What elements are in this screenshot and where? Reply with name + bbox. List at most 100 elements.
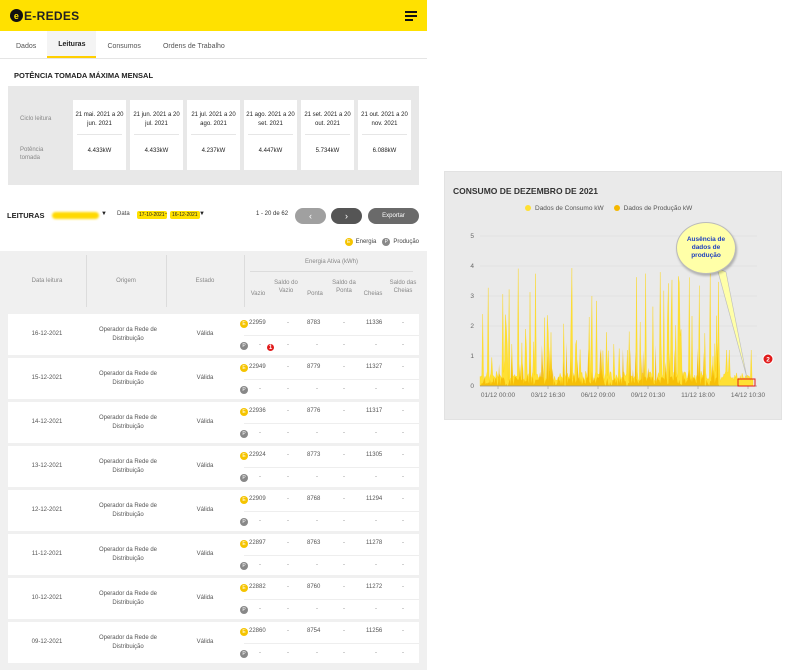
production-value: - (375, 562, 377, 568)
production-value: - (402, 518, 404, 524)
production-value: - (343, 386, 345, 392)
reading-saldo-cheias: - (402, 584, 404, 590)
production-value: - (343, 518, 345, 524)
tab-bar: Dados Leituras Consumos Ordens de Trabal… (0, 31, 427, 59)
reading-saldo-ponta: - (343, 628, 345, 634)
production-value: - (402, 430, 404, 436)
production-value: - (375, 430, 377, 436)
reading-saldo-ponta: - (343, 408, 345, 414)
y-tick-label: 3 (470, 293, 474, 300)
reading-saldo-vazio: - (287, 408, 289, 414)
app-window: e E-REDES Dados Leituras Consumos Ordens… (0, 0, 427, 670)
cycle-power: 5.734kW (315, 148, 340, 154)
export-button[interactable]: Exportar (368, 208, 419, 224)
reading-saldo-cheias: - (402, 496, 404, 502)
logo-icon: e (10, 9, 23, 22)
col-vazio: Vazio (250, 291, 266, 297)
reading-ponta: 8763 (307, 540, 321, 546)
legend-production: Produção (393, 239, 419, 245)
chart-title: CONSUMO DE DEZEMBRO DE 2021 (453, 186, 598, 196)
tab-consumos[interactable]: Consumos (107, 43, 141, 50)
production-value: - (343, 650, 345, 656)
readings-table: Data leitura Origem Estado Energia Ativa… (0, 251, 427, 670)
production-value: - (259, 562, 261, 568)
readings-legend: E Energia P Produção (344, 238, 419, 246)
production-value: - (259, 386, 261, 392)
production-icon: P (240, 430, 248, 438)
readings-toolbar: LEITURAS ▼ Data 17-10-2021 - 16-12-2021 … (0, 206, 427, 226)
cycle-power: 4.237kW (201, 148, 226, 154)
reading-state: Válida (196, 595, 214, 601)
production-icon: P (240, 342, 248, 350)
table-row: 13-12-2021 Operador da Rede de Distribuiç… (8, 446, 419, 487)
logo[interactable]: e E-REDES (10, 9, 79, 23)
legend-item-production[interactable]: Dados de Produção kW (613, 205, 693, 212)
chevron-down-icon[interactable]: ▼ (101, 211, 107, 217)
cycle-period: 21 jun. 2021 a 20 jul. 2021 (133, 112, 180, 127)
table-row: 16-12-2021 Operador da Rede de Distribuiç… (8, 314, 419, 355)
col-origin: Origem (116, 278, 136, 284)
tab-ordens-de-trabalho[interactable]: Ordens de Trabalho (162, 43, 225, 50)
production-value: - (343, 474, 345, 480)
legend-production-label: Dados de Produção kW (623, 205, 693, 212)
production-value: - (402, 342, 404, 348)
readings-title: LEITURAS (7, 211, 45, 220)
reading-cheias: 11278 (366, 540, 383, 546)
cycle-power: 6.088kW (372, 148, 397, 154)
cycle-card: 21 set. 2021 a 20 out. 2021 5.734kW (301, 100, 354, 170)
reading-vazio: 22860 (249, 628, 266, 634)
reading-state: Válida (196, 419, 214, 425)
col-saldo-cheias: Saldo das Cheias (389, 280, 417, 294)
reading-origin: Operador da Rede de Distribuição (98, 459, 158, 474)
annotation-marker-1: 1 (266, 343, 275, 352)
power-row-label: Potência tomada (20, 147, 44, 161)
reading-ponta: 8754 (307, 628, 321, 634)
reading-vazio: 22924 (249, 452, 266, 458)
production-value: - (375, 386, 377, 392)
tab-dados[interactable]: Dados (16, 43, 37, 50)
reading-origin: Operador da Rede de Distribuição (98, 371, 158, 386)
production-value: - (287, 650, 289, 656)
missing-data-highlight (737, 378, 756, 387)
production-value: - (316, 650, 318, 656)
chevron-down-icon[interactable]: ▼ (199, 211, 205, 217)
callout-pointer (716, 267, 748, 379)
top-bar: e E-REDES (0, 0, 427, 31)
col-state: Estado (195, 278, 215, 284)
tab-leituras[interactable]: Leituras (47, 31, 97, 58)
cycle-period: 21 mai. 2021 a 20 jun. 2021 (75, 112, 124, 127)
hamburger-menu-icon[interactable] (405, 10, 417, 21)
production-value: - (316, 342, 318, 348)
legend-item-consumption[interactable]: Dados de Consumo kW (525, 205, 604, 212)
chart-plot: 0 1 2 3 4 5 01/12 00:00 03/12 16:30 06/12 09:00 0… (470, 233, 774, 399)
reading-state: Válida (196, 551, 214, 557)
production-icon: P (240, 606, 248, 614)
reading-vazio: 22949 (249, 364, 266, 370)
reading-date: 16-12-2021 (31, 331, 63, 337)
reading-state: Válida (196, 331, 214, 337)
production-value: - (259, 518, 261, 524)
reading-vazio: 22936 (249, 408, 266, 414)
reading-state: Válida (196, 507, 214, 513)
next-page-button[interactable]: › (331, 208, 362, 224)
date-from-input[interactable]: 17-10-2021 (137, 211, 167, 219)
cycle-period: 21 set. 2021 a 20 out. 2021 (304, 112, 351, 127)
col-energy-group: Energia Ativa (kWh) (304, 259, 359, 265)
reading-cheias: 11336 (366, 320, 383, 326)
reading-cheias: 11327 (366, 364, 383, 370)
production-value: - (259, 474, 261, 480)
previous-page-button[interactable]: ‹ (295, 208, 326, 224)
installation-select[interactable] (52, 212, 99, 219)
legend-energy: Energia (355, 239, 377, 245)
reading-saldo-vazio: - (287, 452, 289, 458)
reading-date: 11-12-2021 (31, 551, 63, 557)
cycle-card: 21 jul. 2021 a 20 ago. 2021 4.237kW (187, 100, 240, 170)
production-value: - (402, 474, 404, 480)
cycle-card: 21 mai. 2021 a 20 jun. 2021 4.433kW (73, 100, 126, 170)
production-value: - (343, 606, 345, 612)
reading-cheias: 11272 (366, 584, 383, 590)
date-to-input[interactable]: 16-12-2021 (170, 211, 200, 219)
x-tick-label: 01/12 00:00 (481, 392, 516, 399)
reading-date: 09-12-2021 (31, 639, 63, 645)
reading-saldo-cheias: - (402, 540, 404, 546)
